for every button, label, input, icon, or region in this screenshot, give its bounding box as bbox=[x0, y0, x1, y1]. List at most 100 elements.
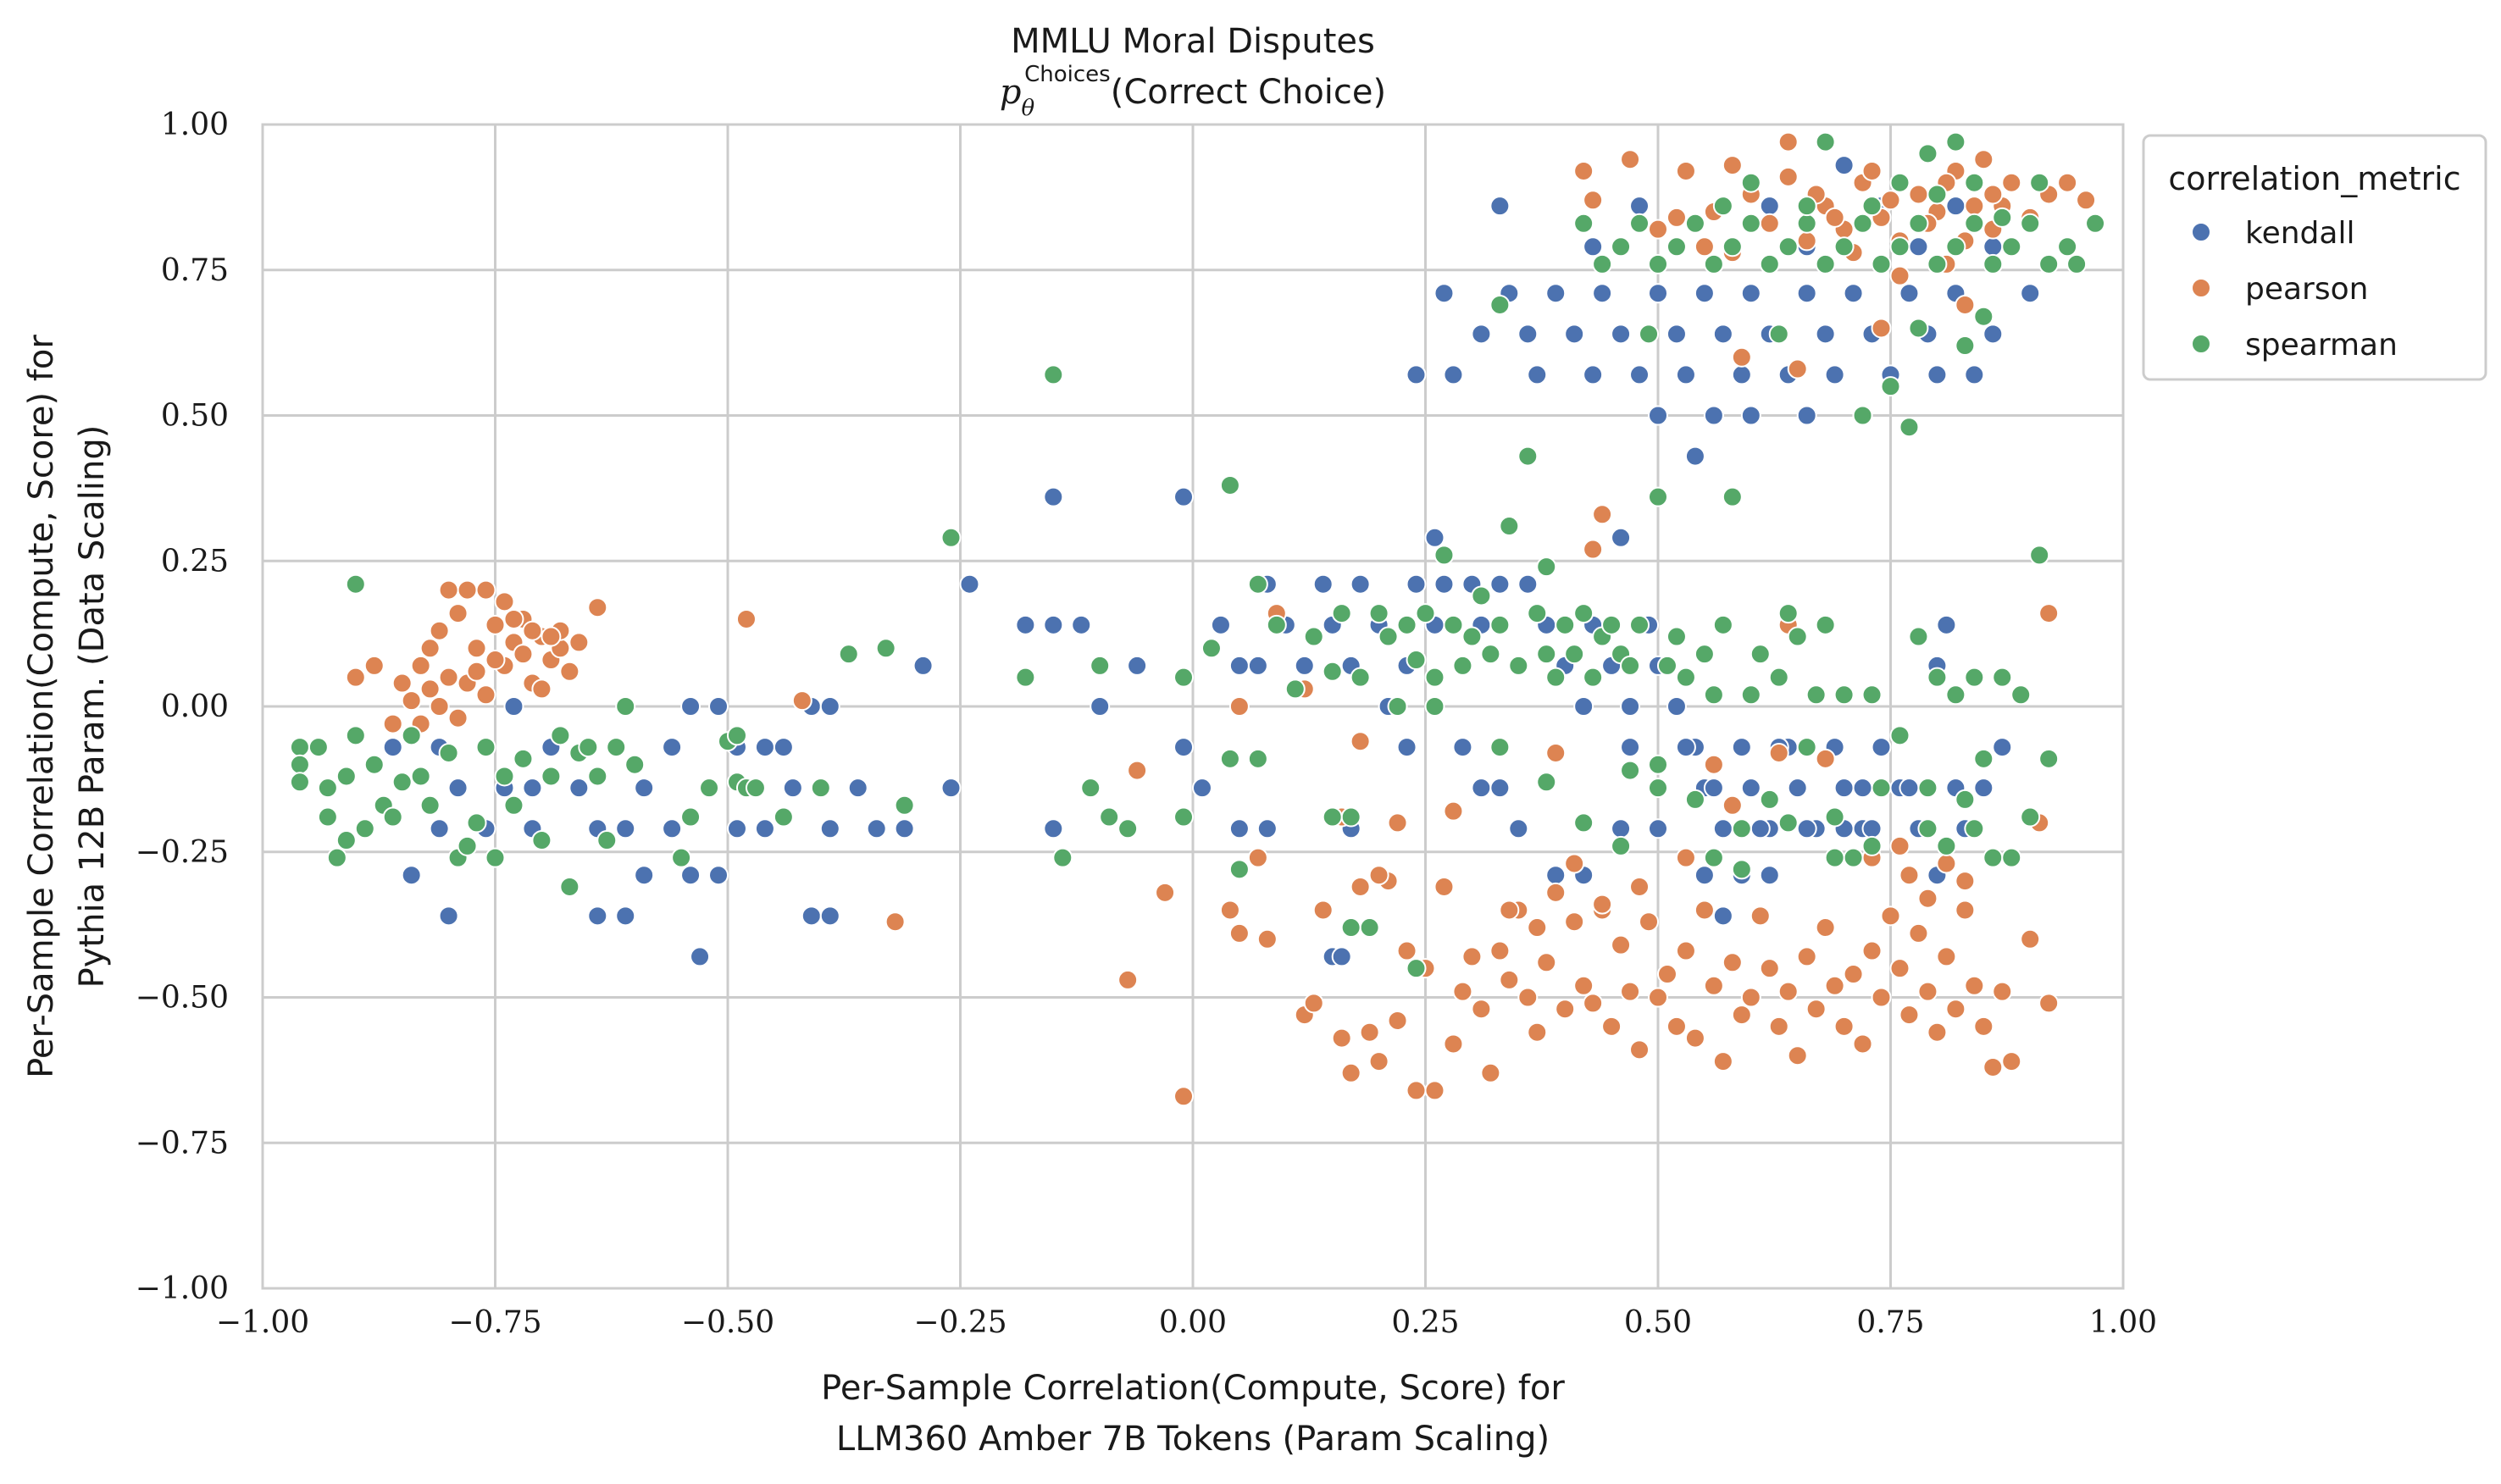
data-point-spearman bbox=[503, 795, 524, 816]
data-point-spearman bbox=[1796, 737, 1817, 758]
data-point-pearson bbox=[1899, 865, 1920, 886]
data-point-kendall bbox=[615, 818, 636, 839]
data-point-spearman bbox=[1368, 603, 1389, 624]
data-point-spearman bbox=[1090, 655, 1111, 676]
data-point-spearman bbox=[1452, 655, 1473, 676]
data-point-spearman bbox=[1871, 778, 1892, 799]
y-tick-label: −0.50 bbox=[136, 981, 229, 1016]
data-point-kendall bbox=[1173, 486, 1195, 507]
data-point-kendall bbox=[801, 905, 822, 927]
data-point-spearman bbox=[1777, 812, 1799, 833]
data-point-pearson bbox=[1592, 894, 1613, 915]
data-point-spearman bbox=[1703, 253, 1724, 274]
y-tick-label: 0.00 bbox=[161, 689, 229, 724]
data-point-pearson bbox=[1564, 853, 1585, 874]
data-point-spearman bbox=[596, 830, 618, 851]
data-point-spearman bbox=[1694, 644, 1715, 665]
data-point-pearson bbox=[1917, 888, 1938, 909]
legend-label-pearson: pearson bbox=[2245, 272, 2368, 307]
data-point-pearson bbox=[541, 626, 562, 647]
data-point-spearman bbox=[1247, 573, 1268, 595]
data-point-spearman bbox=[336, 830, 357, 851]
data-point-spearman bbox=[2085, 213, 2106, 234]
data-point-kendall bbox=[1666, 324, 1687, 345]
data-point-spearman bbox=[513, 748, 534, 769]
data-point-spearman bbox=[1833, 236, 1855, 257]
data-point-spearman bbox=[1722, 236, 1743, 257]
x-tick-label: −0.75 bbox=[448, 1305, 541, 1340]
data-point-kendall bbox=[1489, 196, 1511, 217]
data-point-kendall bbox=[1899, 778, 1920, 799]
data-point-pearson bbox=[1545, 882, 1567, 903]
data-point-pearson bbox=[410, 655, 431, 676]
data-point-pearson bbox=[1368, 865, 1389, 886]
data-point-pearson bbox=[391, 673, 413, 694]
data-point-pearson bbox=[1796, 946, 1817, 967]
data-point-pearson bbox=[1219, 900, 1240, 921]
data-point-kendall bbox=[1173, 737, 1195, 758]
data-point-spearman bbox=[1434, 545, 1455, 566]
data-point-kendall bbox=[1406, 573, 1427, 595]
data-point-spearman bbox=[1731, 859, 1752, 880]
data-point-spearman bbox=[2038, 253, 2060, 274]
data-point-spearman bbox=[1322, 661, 1343, 682]
data-point-spearman bbox=[2029, 172, 2050, 193]
data-point-kendall bbox=[1350, 573, 1371, 595]
data-point-spearman bbox=[1973, 748, 1994, 769]
data-point-spearman bbox=[1982, 253, 2004, 274]
data-point-pearson bbox=[1629, 1039, 1650, 1060]
data-point-pearson bbox=[1648, 219, 1668, 240]
data-point-kendall bbox=[1247, 655, 1268, 676]
data-point-kendall bbox=[1583, 364, 1604, 385]
subtitle-subscript: θ bbox=[1021, 96, 1034, 121]
data-point-kendall bbox=[522, 778, 543, 799]
data-point-kendall bbox=[615, 905, 636, 927]
data-point-pearson bbox=[1908, 922, 1929, 944]
data-point-kendall bbox=[754, 818, 775, 839]
data-point-spearman bbox=[587, 766, 608, 787]
legend-entries: kendall pearson spearman bbox=[2191, 216, 2398, 363]
data-point-pearson bbox=[1583, 993, 1604, 1014]
data-point-pearson bbox=[1824, 207, 1845, 228]
data-point-pearson bbox=[1648, 987, 1668, 1008]
x-axis-label-line1: Per-Sample Correlation(Compute, Score) f… bbox=[821, 1369, 1565, 1408]
data-point-spearman bbox=[1173, 667, 1195, 688]
data-point-kendall bbox=[1545, 865, 1567, 886]
data-point-pearson bbox=[429, 696, 450, 717]
data-point-kendall bbox=[1712, 905, 1733, 927]
data-point-spearman bbox=[550, 725, 571, 746]
data-point-spearman bbox=[317, 778, 338, 799]
legend: correlation_metric kendall pearson spearma… bbox=[2142, 134, 2487, 381]
data-point-spearman bbox=[1611, 835, 1632, 856]
y-tick-labels: −1.00 −0.75 −0.50 −0.25 0.00 0.25 0.50 0.75 1.00 bbox=[136, 108, 229, 1306]
data-point-kendall bbox=[1471, 778, 1492, 799]
data-point-spearman bbox=[1759, 253, 1780, 274]
data-point-pearson bbox=[1228, 922, 1250, 944]
data-point-spearman bbox=[875, 638, 896, 659]
data-point-spearman bbox=[1536, 556, 1557, 578]
data-point-pearson bbox=[1666, 207, 1687, 228]
data-point-kendall bbox=[1703, 405, 1724, 426]
data-point-kendall bbox=[894, 818, 915, 839]
data-point-pearson bbox=[1340, 1062, 1361, 1083]
data-point-spearman bbox=[1331, 603, 1352, 624]
x-tick-label: 0.25 bbox=[1391, 1305, 1459, 1340]
data-point-pearson bbox=[1155, 882, 1176, 903]
data-point-spearman bbox=[1611, 236, 1632, 257]
data-point-kendall bbox=[1228, 818, 1250, 839]
data-point-kendall bbox=[940, 778, 962, 799]
legend-marker-kendall bbox=[2191, 222, 2211, 242]
data-point-spearman bbox=[1666, 626, 1687, 647]
data-point-pearson bbox=[1871, 318, 1892, 339]
data-point-kendall bbox=[634, 865, 655, 886]
data-point-pearson bbox=[2038, 993, 2060, 1014]
data-point-spearman bbox=[1740, 172, 1761, 193]
subtitle-prefix: p bbox=[1000, 73, 1022, 112]
data-point-spearman bbox=[345, 573, 366, 595]
data-point-spearman bbox=[1573, 603, 1594, 624]
data-point-kendall bbox=[1071, 614, 1092, 635]
data-point-kendall bbox=[1620, 737, 1641, 758]
data-point-pearson bbox=[1545, 742, 1567, 763]
legend-label-kendall: kendall bbox=[2245, 216, 2354, 251]
data-point-kendall bbox=[773, 737, 794, 758]
